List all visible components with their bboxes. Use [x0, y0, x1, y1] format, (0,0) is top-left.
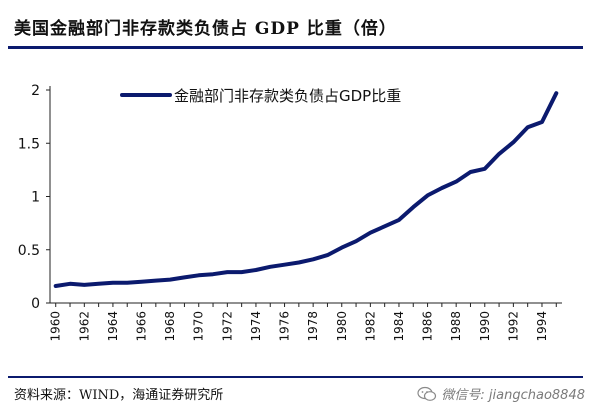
wechat-watermark: 微信号: jiangchao8848	[417, 384, 585, 403]
watermark-text: 微信号: jiangchao8848	[441, 388, 585, 403]
wechat-icon	[417, 386, 437, 401]
x-tick-label: 1964	[106, 311, 120, 342]
x-tick-label: 1974	[249, 311, 263, 342]
y-tick-label: 0	[31, 296, 40, 312]
x-tick-label: 1966	[135, 311, 149, 342]
x-tick-label: 1978	[306, 311, 320, 342]
x-tick-label: 1994	[535, 311, 549, 342]
top-rule	[8, 46, 583, 49]
x-tick-label: 1990	[478, 311, 492, 342]
x-tick-label: 1988	[449, 311, 463, 342]
x-tick-label: 1970	[192, 311, 206, 342]
y-tick-label: 1.5	[18, 136, 40, 152]
x-tick-label: 1992	[506, 311, 520, 342]
x-tick-label: 1962	[77, 311, 91, 342]
legend-label: 金融部门非存款类负债占GDP比重	[174, 87, 401, 105]
series-line	[53, 91, 559, 288]
chart-title: 美国金融部门非存款类负债占 GDP 比重（倍）	[14, 19, 397, 39]
x-tick-label: 1960	[49, 311, 63, 342]
x-tick-label: 1976	[278, 311, 292, 342]
source-note: 资料来源：WIND，海通证券研究所	[14, 388, 224, 403]
x-tick-label: 1986	[421, 311, 435, 342]
x-tick-label: 1984	[392, 311, 406, 342]
y-tick-label: 0.5	[18, 243, 40, 259]
x-tick-label: 1980	[335, 311, 349, 342]
x-tick-label: 1972	[220, 311, 234, 342]
bottom-rule	[8, 376, 583, 378]
x-tick-label: 1968	[163, 311, 177, 342]
y-tick-label: 1	[31, 190, 40, 206]
y-tick-label: 2	[31, 83, 40, 99]
x-tick-label: 1982	[363, 311, 377, 342]
